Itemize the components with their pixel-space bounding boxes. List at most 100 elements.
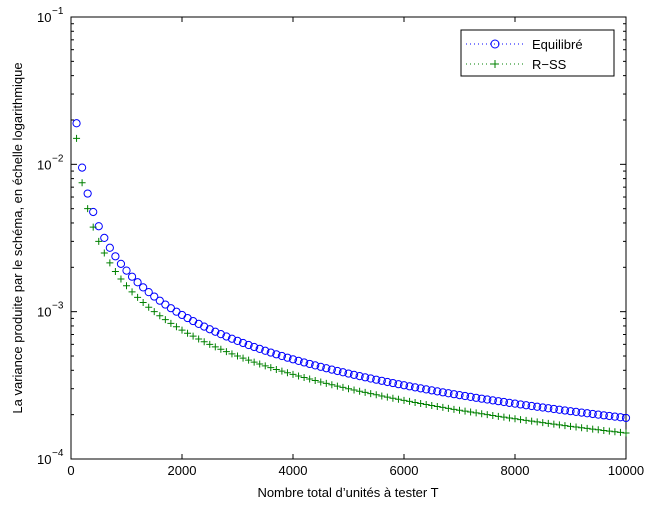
- x-tick-label: 8000: [501, 463, 530, 478]
- data-point: [178, 326, 186, 334]
- data-point: [95, 237, 103, 245]
- data-point: [288, 355, 298, 364]
- data-point: [239, 354, 247, 362]
- data-point: [317, 378, 325, 386]
- data-point: [611, 428, 619, 436]
- data-point: [283, 369, 291, 377]
- data-point: [245, 356, 253, 364]
- data-point: [394, 395, 402, 403]
- x-axis-label: Nombre total d’unités à tester T: [257, 485, 438, 500]
- data-point: [510, 399, 520, 408]
- data-point: [566, 407, 575, 416]
- data-point: [250, 342, 259, 352]
- data-point: [494, 397, 503, 406]
- data-point: [228, 350, 236, 358]
- data-point: [211, 343, 219, 351]
- data-point: [295, 372, 303, 380]
- data-point: [311, 377, 319, 385]
- data-point: [533, 418, 541, 426]
- data-point: [522, 416, 530, 424]
- data-point: [222, 348, 230, 356]
- data-point: [89, 207, 98, 217]
- y-tick-label-exponent: −1: [52, 6, 64, 17]
- data-point: [455, 391, 464, 400]
- y-tick-label-exponent: −3: [52, 301, 64, 312]
- data-point: [594, 426, 602, 434]
- data-point: [272, 365, 280, 373]
- data-point: [200, 338, 208, 346]
- data-point: [555, 421, 563, 429]
- data-point: [100, 249, 108, 257]
- legend-box: [460, 29, 615, 77]
- data-point: [405, 382, 414, 391]
- data-point: [588, 409, 597, 419]
- legend-marker-series-1: [490, 39, 500, 49]
- y-tick-label-exponent: −2: [52, 153, 64, 164]
- data-point: [89, 223, 97, 231]
- data-point: [283, 353, 292, 362]
- data-point: [467, 408, 475, 416]
- data-point: [123, 282, 130, 290]
- data-point: [278, 367, 286, 375]
- data-point: [255, 344, 264, 354]
- data-point: [333, 366, 342, 376]
- data-point: [238, 338, 248, 348]
- data-point: [466, 392, 475, 402]
- data-point: [472, 393, 481, 402]
- data-point: [339, 383, 347, 391]
- data-point: [616, 428, 624, 436]
- data-point: [222, 332, 231, 341]
- data-point: [100, 233, 109, 243]
- x-tick-label: 0: [67, 463, 74, 478]
- data-point: [345, 385, 352, 393]
- legend-label-series-1: Equilibré: [532, 37, 583, 52]
- data-point: [460, 391, 470, 401]
- data-point: [505, 414, 513, 422]
- data-point: [539, 419, 547, 427]
- data-point: [622, 429, 630, 437]
- data-point: [311, 361, 320, 370]
- data-point: [150, 292, 159, 301]
- data-point: [206, 340, 214, 348]
- data-point: [422, 385, 431, 394]
- data-point: [134, 293, 142, 301]
- data-point: [511, 415, 519, 423]
- data-point: [583, 409, 592, 418]
- data-point: [383, 377, 392, 387]
- data-point: [571, 407, 581, 416]
- y-tick-label: 10: [37, 10, 51, 25]
- data-point: [227, 334, 237, 343]
- data-point: [234, 352, 241, 360]
- data-point: [94, 222, 103, 231]
- y-tick-label: 10: [37, 305, 51, 320]
- data-point: [111, 267, 119, 275]
- data-point: [489, 411, 497, 419]
- data-point: [439, 403, 447, 411]
- legend-marker-series-2: [491, 60, 499, 68]
- data-point: [184, 329, 192, 337]
- y-axis-ticks: 10−410−310−210−1: [37, 6, 626, 467]
- data-point: [583, 424, 591, 432]
- data-point: [528, 417, 536, 425]
- data-point: [577, 408, 586, 417]
- data-point: [522, 401, 531, 410]
- data-point: [578, 424, 586, 432]
- data-point: [605, 411, 614, 421]
- data-point: [599, 411, 608, 420]
- series-1: [72, 119, 631, 423]
- data-point: [499, 397, 508, 407]
- data-point: [483, 395, 492, 404]
- data-point: [200, 322, 209, 331]
- data-point: [383, 393, 391, 401]
- data-point: [416, 384, 425, 393]
- data-point: [538, 403, 547, 412]
- data-point: [256, 360, 264, 368]
- data-point: [472, 409, 480, 417]
- data-point: [594, 410, 603, 419]
- data-point: [422, 401, 430, 408]
- data-point: [145, 303, 153, 311]
- data-point: [494, 412, 502, 420]
- data-point: [488, 396, 497, 405]
- data-point: [372, 375, 381, 384]
